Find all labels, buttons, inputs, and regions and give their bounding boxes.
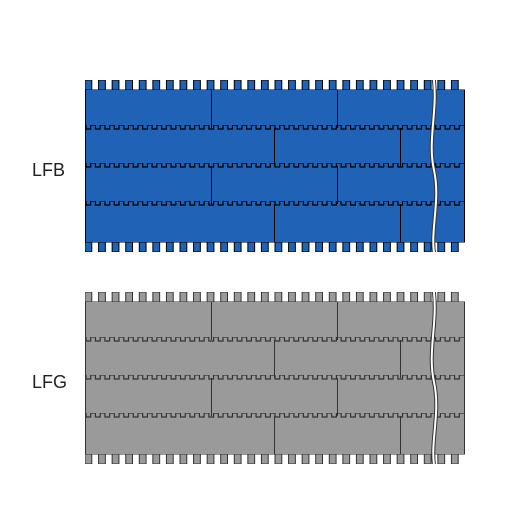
- figure: { "figure": { "type": "infographic", "ba…: [0, 0, 512, 512]
- teeth-top-lfg: [85, 292, 465, 302]
- panel-label-lfb: LFB: [32, 160, 65, 181]
- belt-lfb: [85, 80, 465, 252]
- belt-lfg: [85, 292, 465, 464]
- belt-body-lfb: [85, 90, 465, 242]
- teeth-bot-lfb: [85, 242, 465, 252]
- teeth-top-lfb: [85, 80, 465, 90]
- panel-label-lfg: LFG: [32, 372, 67, 393]
- belt-body-lfg: [85, 302, 465, 454]
- teeth-bot-lfg: [85, 454, 465, 464]
